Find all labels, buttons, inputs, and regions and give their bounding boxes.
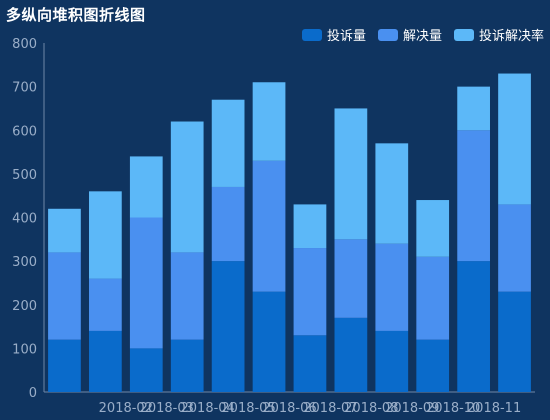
bar-segment-3-2018-09[interactable]	[375, 143, 409, 244]
legend-swatch	[453, 28, 474, 41]
bar-segment-1-2018-12[interactable]	[498, 291, 531, 392]
y-tick-label: 800	[12, 37, 37, 52]
bar-segment-1-2018-03[interactable]	[129, 348, 163, 393]
x-tick-label: 2018-02	[99, 401, 153, 416]
bar-segment-1-2018-10[interactable]	[416, 339, 450, 392]
bar-segment-3-2018-11[interactable]	[457, 86, 490, 131]
bar-segment-1-2018-01[interactable]	[48, 339, 81, 392]
x-tick-label: 2018-10	[426, 401, 480, 416]
x-tick-label: 2018-06	[262, 401, 316, 416]
bar-segment-2-2018-06[interactable]	[252, 160, 286, 292]
bar-segment-2-2018-09[interactable]	[375, 243, 409, 331]
x-tick-label: 2018-11	[467, 401, 521, 416]
bar-segment-2-2018-11[interactable]	[457, 130, 490, 262]
bar-segment-2-2018-01[interactable]	[48, 252, 81, 340]
bar-segment-1-2018-08[interactable]	[334, 317, 368, 392]
y-tick-label: 200	[12, 299, 37, 314]
y-tick-label: 300	[12, 255, 37, 270]
y-tick-label: 600	[12, 124, 37, 139]
legend-swatch	[377, 28, 398, 41]
bar-segment-2-2018-08[interactable]	[334, 239, 368, 318]
bar-segment-3-2018-04[interactable]	[170, 121, 204, 253]
bar-segment-2-2018-04[interactable]	[170, 252, 204, 340]
chart-title: 多纵向堆积图折线图	[6, 6, 146, 24]
bar-segment-1-2018-09[interactable]	[375, 330, 409, 392]
y-tick-label: 0	[29, 386, 37, 401]
legend-item[interactable]: 解决量	[377, 25, 442, 44]
bar-segment-3-2018-08[interactable]	[334, 108, 368, 240]
bar-segment-3-2018-07[interactable]	[293, 204, 327, 249]
bar-segment-3-2018-03[interactable]	[129, 156, 163, 218]
y-tick-label: 500	[12, 168, 37, 183]
bar-segment-1-2018-04[interactable]	[170, 339, 204, 392]
x-tick-label: 2018-07	[303, 401, 357, 416]
bar-segment-1-2018-05[interactable]	[211, 261, 245, 393]
legend-label: 投诉解决率	[478, 29, 544, 44]
bar-segment-3-2018-01[interactable]	[48, 208, 81, 253]
x-tick-label: 2018-05	[221, 401, 275, 416]
bar-segment-1-2018-11[interactable]	[457, 261, 490, 393]
legend: 投诉量 解决量 投诉解决率	[301, 25, 544, 44]
bar-segment-3-2018-12[interactable]	[498, 73, 531, 205]
bar-segment-2-2018-12[interactable]	[498, 204, 531, 292]
x-tick-label: 2018-03	[140, 401, 194, 416]
x-tick-label: 2018-08	[344, 401, 398, 416]
bar-segment-3-2018-05[interactable]	[211, 99, 245, 187]
bar-segment-1-2018-02[interactable]	[89, 330, 122, 392]
bar-segment-2-2018-02[interactable]	[89, 278, 122, 331]
x-tick-label: 2018-04	[181, 401, 235, 416]
y-tick-label: 400	[12, 212, 37, 227]
legend-label: 解决量	[402, 29, 442, 44]
y-tick-label: 100	[12, 342, 37, 357]
legend-item[interactable]: 投诉解决率	[453, 25, 544, 44]
bar-segment-2-2018-07[interactable]	[293, 248, 327, 336]
y-tick-label: 700	[12, 81, 37, 96]
bar-segment-1-2018-06[interactable]	[252, 291, 286, 392]
bar-segment-3-2018-10[interactable]	[416, 200, 450, 257]
legend-item[interactable]: 投诉量	[301, 25, 366, 44]
legend-label: 投诉量	[326, 29, 366, 44]
bar-segment-3-2018-02[interactable]	[89, 191, 122, 279]
bar-segment-2-2018-10[interactable]	[416, 256, 450, 340]
bar-segment-2-2018-03[interactable]	[129, 217, 163, 349]
bar-segment-1-2018-07[interactable]	[293, 335, 327, 392]
x-tick-label: 2018-09	[385, 401, 439, 416]
bar-segment-2-2018-05[interactable]	[211, 186, 245, 262]
bar-segment-3-2018-06[interactable]	[252, 82, 286, 161]
legend-swatch	[301, 28, 322, 41]
